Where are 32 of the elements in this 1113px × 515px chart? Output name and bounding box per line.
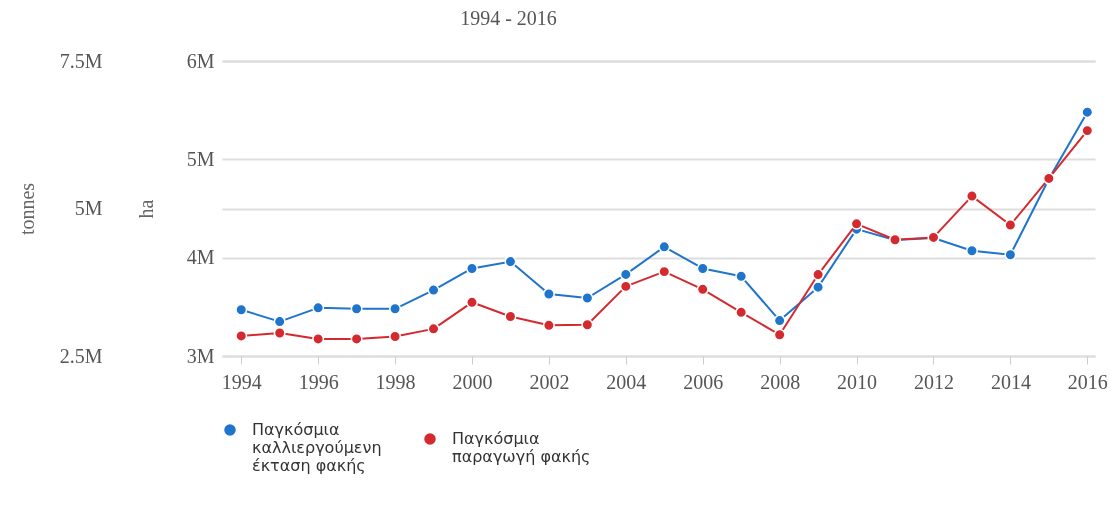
point [427,284,440,297]
y-tick-label: 3M [186,344,215,367]
point [273,327,286,339]
point [735,306,748,319]
x-tick-label: 1998 [375,370,416,393]
point [812,268,825,281]
y2-tick-label: 7.5M [59,49,103,72]
y-tick-label: 6M [186,49,215,72]
point [773,328,786,341]
x-tick-label: 1996 [298,370,339,393]
point [696,283,709,296]
legend-label: Παγκόσμια καλλιεργούμενη έκταση φακής [252,420,382,475]
y-tick-label: 4M [186,246,215,269]
x-tick-label: 2006 [683,370,724,393]
point [581,292,594,304]
x-tick-label: 1994 [221,370,262,393]
x-tick-label: 2012 [913,370,954,393]
y2-axis-title: tonnes [15,182,38,236]
x-tick-label: 2010 [837,370,878,393]
y2-tick-label: 5M [74,197,103,219]
point [1004,248,1017,261]
x-tick-label: 2004 [606,370,647,393]
x-tick-label: 2002 [529,370,570,393]
y-tick-label: 5M [186,147,215,170]
x-tick-label: 2008 [760,370,801,393]
x-tick-label: 2014 [990,370,1031,393]
y2-tick-label: 2.5M [59,344,103,367]
x-tick-label: 2000 [452,370,493,393]
chart-title: 1994 - 2016 [460,7,557,29]
x-tick-label: 2016 [1067,370,1108,393]
y-axis-title: ha [134,199,157,219]
legend-label: Παγκόσμια παραγωγή φακής [452,429,591,466]
